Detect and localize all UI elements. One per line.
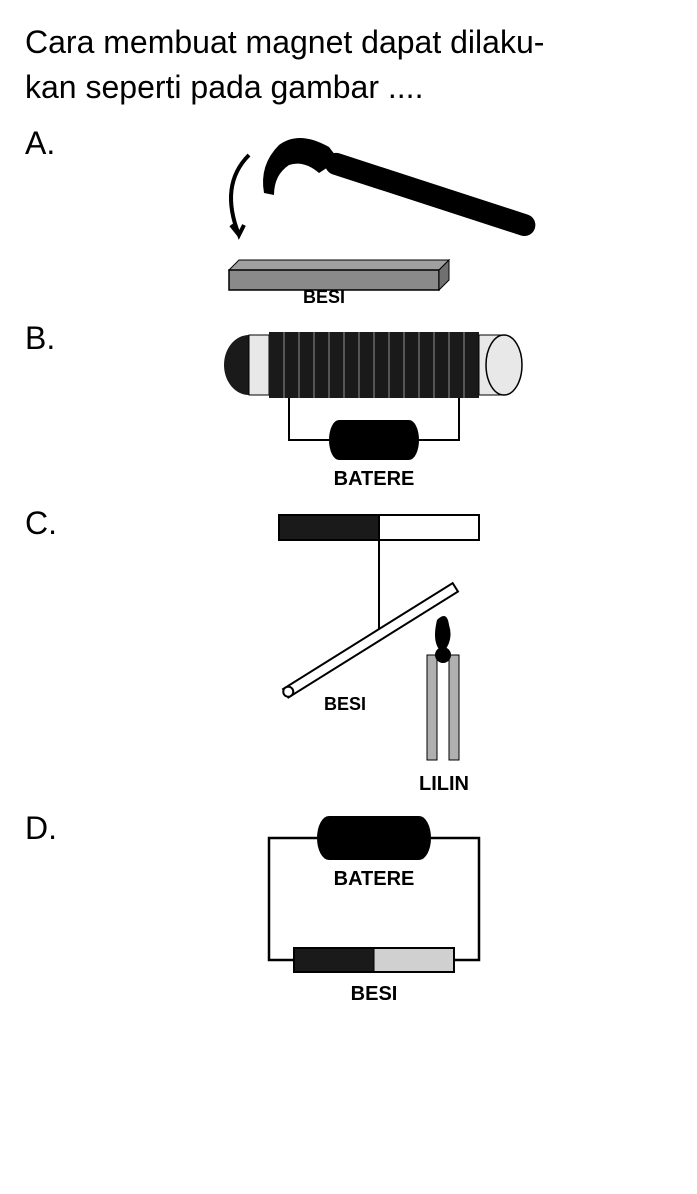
magnet-light-half [379,515,479,540]
magnet-dark-half [279,515,379,540]
wire-d-left [269,838,317,960]
besi-d-label: BESI [350,983,397,1005]
circuit-diagram: BATERE BESI [219,810,539,1010]
option-b: B. [25,320,672,490]
question-line2: kan seperti pada gambar .... [25,69,423,105]
battery-body [339,420,409,460]
option-a: A. BESI [25,125,672,305]
coil-left-end [249,335,269,395]
option-a-image: BESI [85,125,672,305]
battery-d-body [329,816,419,860]
batere-d-label: BATERE [333,868,414,890]
question-text: Cara membuat magnet dapat dilaku- kan se… [25,20,672,110]
besi-rod-label: BESI [324,694,366,714]
option-b-label: B. [25,320,85,357]
option-d-label: D. [25,810,85,847]
wire-d-right [431,838,479,960]
hammer-handle [322,150,538,239]
bar-d-dark [294,948,374,972]
candle-diagram: BESI LILIN [209,505,549,795]
iron-bar [229,260,449,290]
option-b-image: BATERE [85,320,672,490]
batere-label: BATERE [333,468,414,490]
coil-diagram: BATERE [209,320,549,490]
bar-d-light [374,948,454,972]
besi-label: BESI [302,287,344,305]
arrow-icon [231,155,249,235]
hammer-diagram: BESI [189,125,569,305]
option-a-label: A. [25,125,85,162]
lilin-label: LILIN [419,773,469,795]
option-c-image: BESI LILIN [85,505,672,795]
option-c: C. BESI LILIN [25,505,672,795]
option-d-image: BATERE BESI [85,810,672,1010]
battery-right [399,420,419,460]
question-line1: Cara membuat magnet dapat dilaku- [25,24,544,60]
candle-left [427,655,437,760]
battery-d-right [407,816,431,860]
option-d: D. BATERE BESI [25,810,672,1010]
coil-right-cap [486,335,522,395]
candle-right [449,655,459,760]
option-c-label: C. [25,505,85,542]
candle-top [435,647,451,663]
